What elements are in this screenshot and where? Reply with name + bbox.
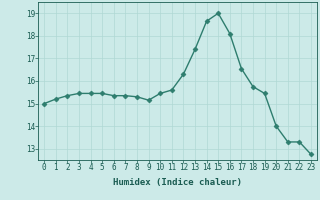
X-axis label: Humidex (Indice chaleur): Humidex (Indice chaleur) — [113, 178, 242, 187]
